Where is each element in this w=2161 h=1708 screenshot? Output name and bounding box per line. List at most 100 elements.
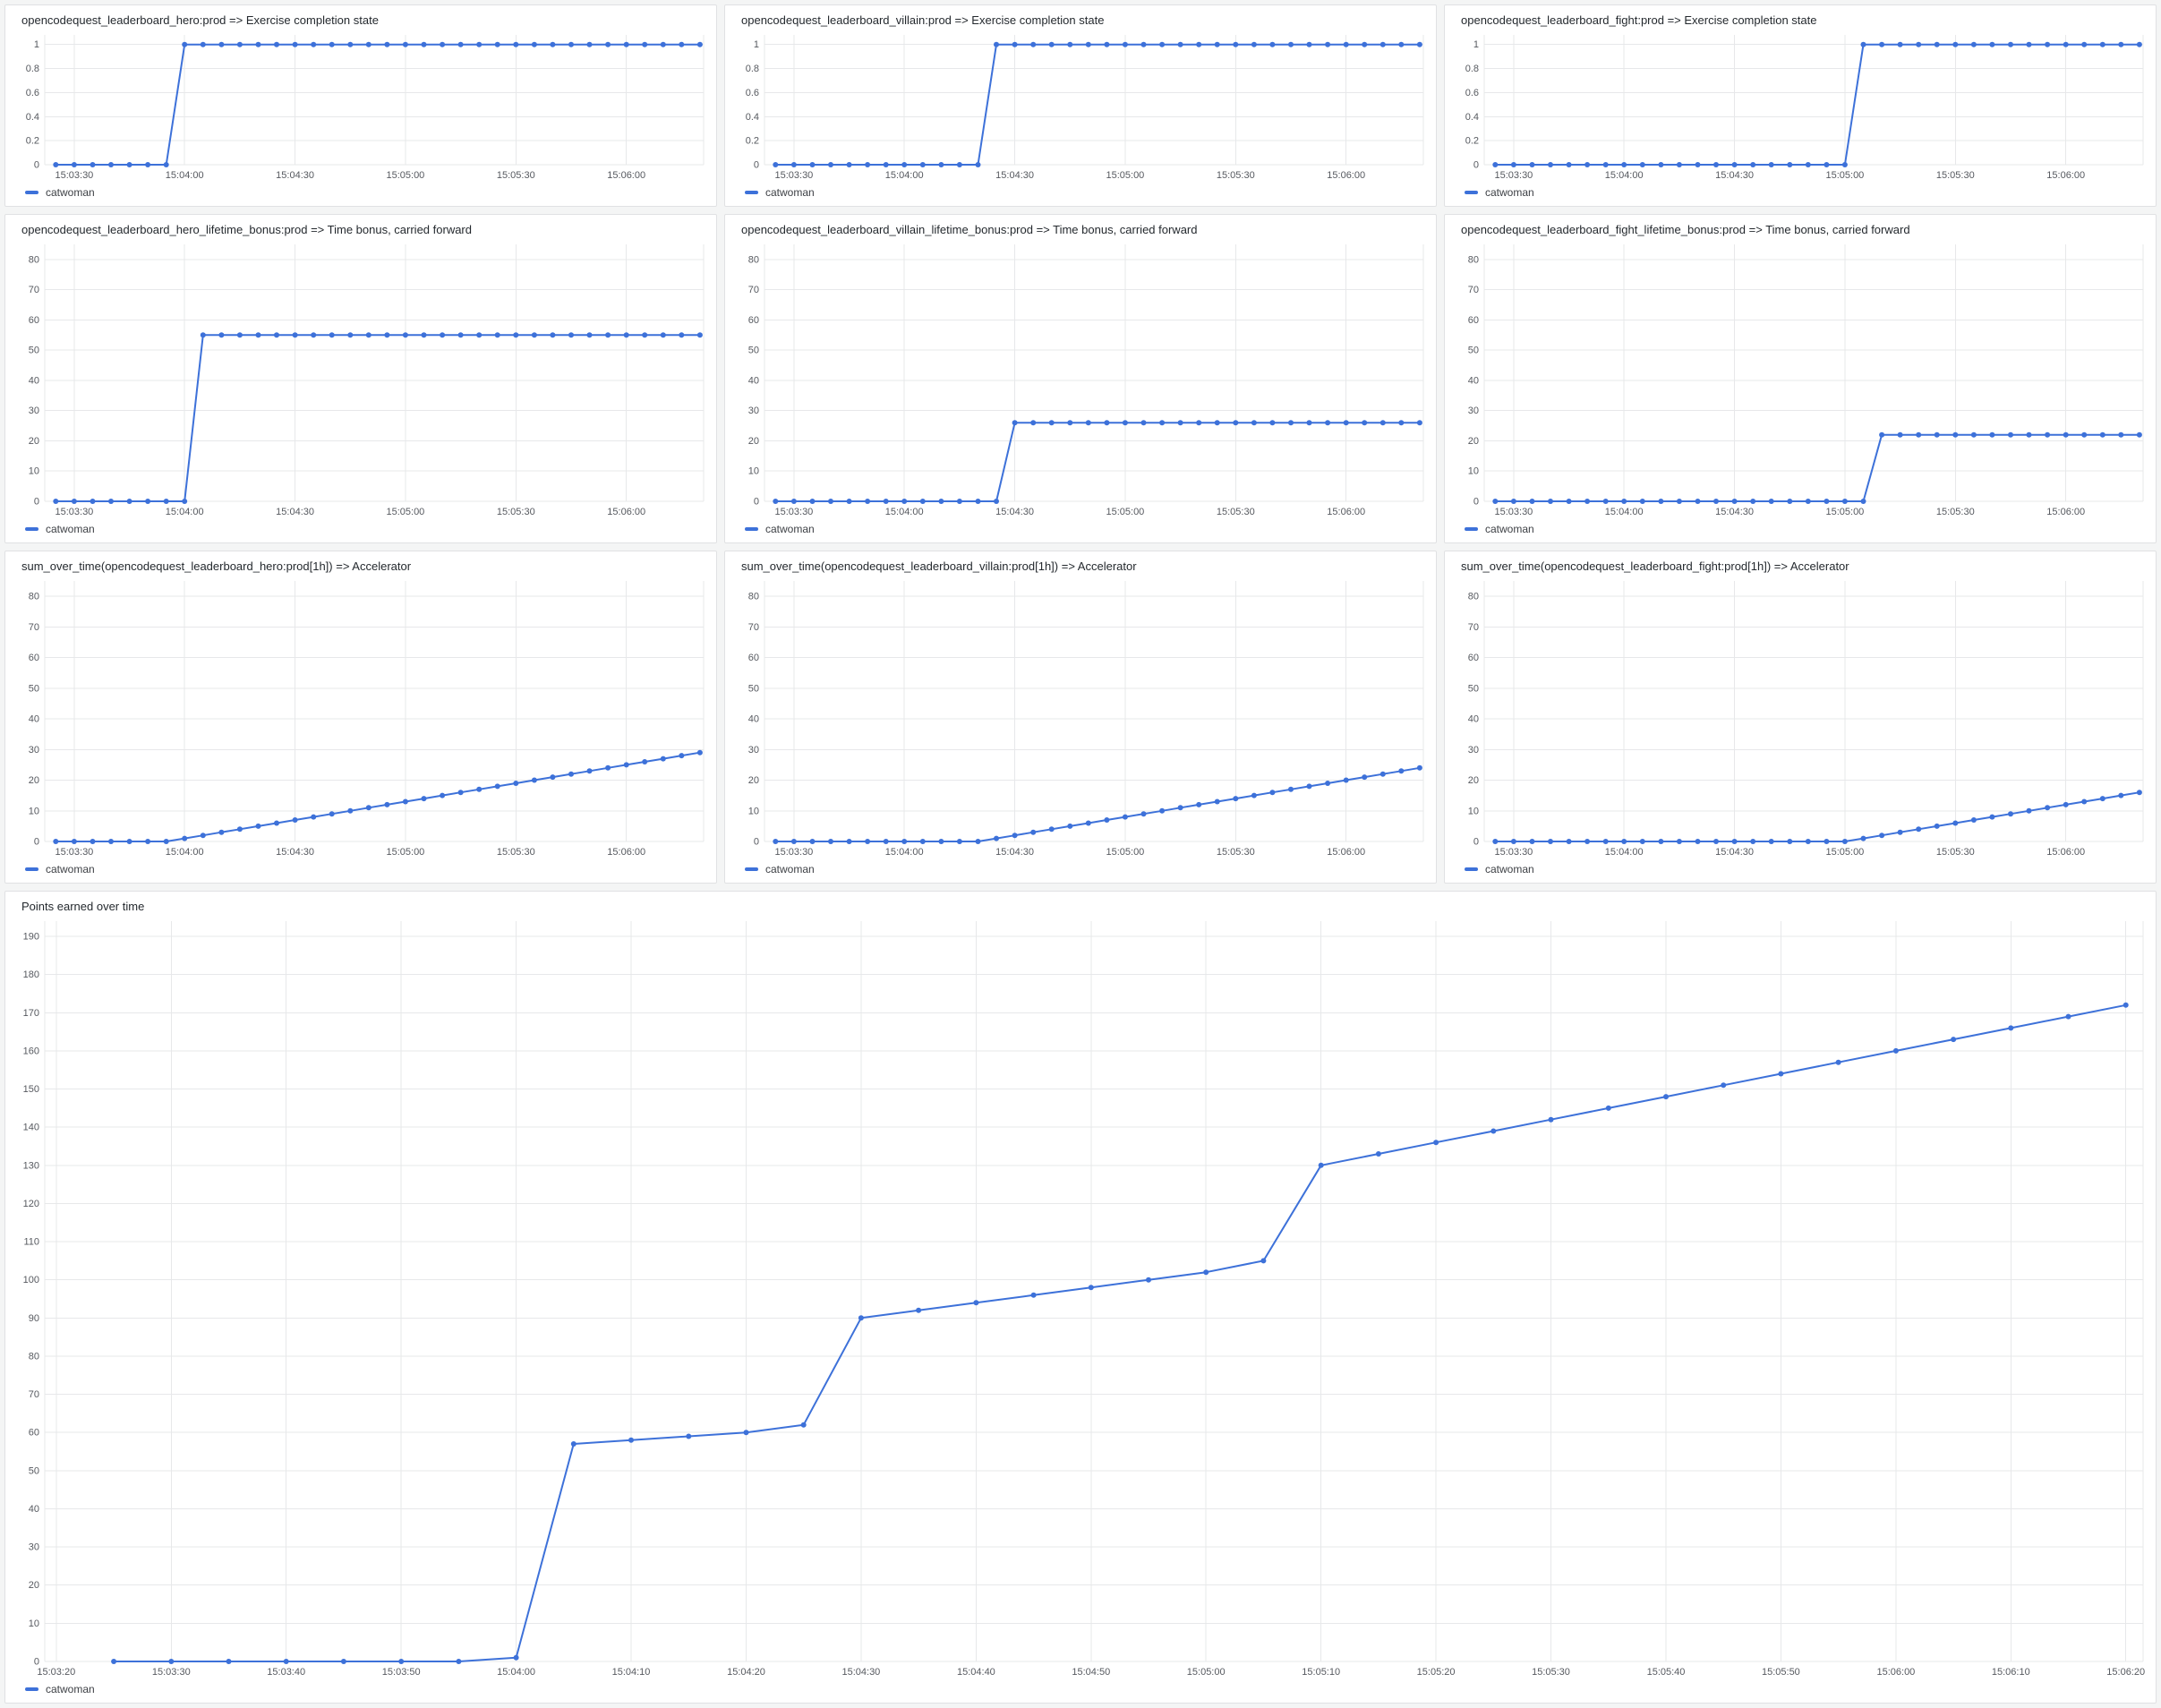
svg-text:10: 10	[1468, 466, 1479, 477]
svg-text:140: 140	[23, 1123, 39, 1133]
svg-text:15:04:20: 15:04:20	[727, 1667, 765, 1678]
panel-title: sum_over_time(opencodequest_leaderboard_…	[741, 559, 1137, 573]
svg-text:160: 160	[23, 1046, 39, 1056]
svg-text:15:04:30: 15:04:30	[276, 847, 314, 858]
fight-completion-chart[interactable]: 0 0.2 0.4 0.6 0.8 1 15:03:30 15:04:00 15:04:30 15…	[1454, 30, 2147, 184]
svg-text:15:04:00: 15:04:00	[885, 507, 924, 517]
svg-text:10: 10	[29, 806, 39, 816]
points-over-time-chart[interactable]: 0 10 20 30 40 50 60 70 80 90 100 110 120 130 140 150 160…	[14, 916, 2147, 1681]
legend-item-catwoman[interactable]: catwoman	[14, 521, 707, 537]
panel-title: opencodequest_leaderboard_hero:prod => E…	[21, 13, 379, 27]
svg-text:15:03:30: 15:03:30	[774, 170, 813, 181]
legend-item-catwoman[interactable]: catwoman	[1454, 521, 2147, 537]
svg-text:0: 0	[34, 837, 39, 848]
svg-text:15:06:00: 15:06:00	[1327, 507, 1365, 517]
legend-label: catwoman	[1485, 523, 1534, 535]
svg-text:15:04:30: 15:04:30	[841, 1667, 880, 1678]
legend-label: catwoman	[1485, 186, 1534, 199]
svg-text:0.2: 0.2	[1465, 136, 1479, 147]
svg-text:15:05:00: 15:05:00	[386, 170, 424, 181]
hero-lifetime-bonus-chart[interactable]: 0 10 20 30 40 50 60 70 80 15:03:30 15:04:00 15:04:3…	[14, 239, 707, 521]
svg-text:30: 30	[29, 1542, 39, 1553]
svg-text:15:03:40: 15:03:40	[267, 1667, 305, 1678]
svg-text:0.4: 0.4	[1465, 112, 1479, 123]
line-chart-svg[interactable]: 0 10 20 30 40 50 60 70 80 15:03:30 15:04:00 15:04:3…	[14, 576, 707, 861]
svg-text:0.2: 0.2	[746, 136, 759, 147]
svg-text:15:04:00: 15:04:00	[166, 507, 204, 517]
panel-fight-lifetime-bonus: opencodequest_leaderboard_fight_lifetime…	[1444, 214, 2157, 543]
svg-text:15:05:30: 15:05:30	[1936, 170, 1975, 181]
line-chart-svg[interactable]: 0 10 20 30 40 50 60 70 80 15:03:30 15:04:00 15:04:3…	[1454, 239, 2147, 521]
line-chart-svg[interactable]: 0 0.2 0.4 0.6 0.8 1 15:03:30 15:04:00 15:04:30 15…	[734, 30, 1427, 184]
line-chart-svg[interactable]: 0 0.2 0.4 0.6 0.8 1 15:03:30 15:04:00 15:04:30 15…	[1454, 30, 2147, 184]
svg-text:15:06:00: 15:06:00	[1876, 1667, 1915, 1678]
svg-text:15:05:30: 15:05:30	[497, 170, 535, 181]
svg-text:10: 10	[748, 806, 759, 816]
legend-label: catwoman	[765, 186, 815, 199]
svg-text:15:05:10: 15:05:10	[1302, 1667, 1340, 1678]
legend-item-catwoman[interactable]: catwoman	[14, 184, 707, 201]
svg-text:15:05:30: 15:05:30	[497, 847, 535, 858]
legend-label: catwoman	[765, 523, 815, 535]
svg-text:70: 70	[29, 285, 39, 295]
svg-text:1: 1	[34, 39, 39, 50]
svg-text:15:06:00: 15:06:00	[607, 847, 645, 858]
svg-text:0: 0	[34, 1657, 39, 1668]
legend-item-catwoman[interactable]: catwoman	[734, 521, 1427, 537]
fight-lifetime-bonus-chart[interactable]: 0 10 20 30 40 50 60 70 80 15:03:30 15:04:00 15:04:3…	[1454, 239, 2147, 521]
panel-title: opencodequest_leaderboard_villain_lifeti…	[741, 223, 1198, 236]
legend-item-catwoman[interactable]: catwoman	[1454, 861, 2147, 877]
svg-text:170: 170	[23, 1008, 39, 1019]
svg-text:60: 60	[29, 1428, 39, 1439]
panel-hero-completion: opencodequest_leaderboard_hero:prod => E…	[4, 4, 717, 207]
svg-text:0: 0	[1473, 837, 1479, 848]
svg-text:15:05:30: 15:05:30	[1217, 847, 1255, 858]
panel-title: Points earned over time	[21, 900, 145, 913]
svg-text:20: 20	[29, 1580, 39, 1591]
svg-text:20: 20	[29, 775, 39, 786]
villain-accelerator-chart[interactable]: 0 10 20 30 40 50 60 70 80 15:03:30 15:04:00 15:04:3…	[734, 576, 1427, 861]
legend-item-catwoman[interactable]: catwoman	[1454, 184, 2147, 201]
line-chart-svg[interactable]: 0 10 20 30 40 50 60 70 80 15:03:30 15:04:00 15:04:3…	[14, 239, 707, 521]
svg-text:15:03:30: 15:03:30	[1494, 170, 1533, 181]
villain-lifetime-bonus-chart[interactable]: 0 10 20 30 40 50 60 70 80 15:03:30 15:04:00 15:04:3…	[734, 239, 1427, 521]
legend-item-catwoman[interactable]: catwoman	[14, 1681, 2147, 1697]
legend-item-catwoman[interactable]: catwoman	[14, 861, 707, 877]
svg-text:15:05:20: 15:05:20	[1417, 1667, 1456, 1678]
svg-text:15:04:30: 15:04:30	[995, 170, 1034, 181]
svg-text:15:04:00: 15:04:00	[1605, 847, 1644, 858]
fight-accelerator-chart[interactable]: 0 10 20 30 40 50 60 70 80 15:03:30 15:04:00 15:04:3…	[1454, 576, 2147, 861]
svg-text:50: 50	[748, 683, 759, 694]
svg-text:0.4: 0.4	[746, 112, 759, 123]
svg-text:120: 120	[23, 1199, 39, 1209]
svg-text:15:06:00: 15:06:00	[2046, 507, 2085, 517]
legend-item-catwoman[interactable]: catwoman	[734, 184, 1427, 201]
line-chart-svg[interactable]: 0 10 20 30 40 50 60 70 80 90 100 110 120 130 140 150 160…	[14, 916, 2147, 1681]
svg-text:20: 20	[748, 436, 759, 447]
villain-completion-chart[interactable]: 0 0.2 0.4 0.6 0.8 1 15:03:30 15:04:00 15:04:30 15…	[734, 30, 1427, 184]
svg-text:0.8: 0.8	[26, 64, 39, 74]
svg-text:40: 40	[748, 375, 759, 386]
panel-hero-accelerator: sum_over_time(opencodequest_leaderboard_…	[4, 551, 717, 884]
svg-text:1: 1	[754, 39, 759, 50]
hero-completion-chart[interactable]: 0 0.2 0.4 0.6 0.8 1 15:03:30 15:04:00 15:04:30 15…	[14, 30, 707, 184]
svg-text:15:04:40: 15:04:40	[957, 1667, 995, 1678]
hero-accelerator-chart[interactable]: 0 10 20 30 40 50 60 70 80 15:03:30 15:04:00 15:04:3…	[14, 576, 707, 861]
panel-fight-accelerator: sum_over_time(opencodequest_leaderboard_…	[1444, 551, 2157, 884]
svg-text:0.6: 0.6	[746, 88, 759, 98]
line-chart-svg[interactable]: 0 10 20 30 40 50 60 70 80 15:03:30 15:04:00 15:04:3…	[1454, 576, 2147, 861]
svg-text:15:04:30: 15:04:30	[995, 507, 1034, 517]
svg-text:15:05:40: 15:05:40	[1647, 1667, 1686, 1678]
panel-title: opencodequest_leaderboard_fight_lifetime…	[1461, 223, 1910, 236]
line-chart-svg[interactable]: 0 10 20 30 40 50 60 70 80 15:03:30 15:04:00 15:04:3…	[734, 576, 1427, 861]
panel-title: opencodequest_leaderboard_fight:prod => …	[1461, 13, 1817, 27]
line-chart-svg[interactable]: 0 0.2 0.4 0.6 0.8 1 15:03:30 15:04:00 15:04:30 15…	[14, 30, 707, 184]
svg-text:15:03:30: 15:03:30	[774, 507, 813, 517]
legend-item-catwoman[interactable]: catwoman	[734, 861, 1427, 877]
line-chart-svg[interactable]: 0 10 20 30 40 50 60 70 80 15:03:30 15:04:00 15:04:3…	[734, 239, 1427, 521]
svg-text:70: 70	[29, 1389, 39, 1400]
svg-text:15:05:00: 15:05:00	[1187, 1667, 1226, 1678]
svg-text:0.6: 0.6	[26, 88, 39, 98]
series-color-dash	[1465, 527, 1478, 531]
svg-text:80: 80	[1468, 592, 1479, 602]
